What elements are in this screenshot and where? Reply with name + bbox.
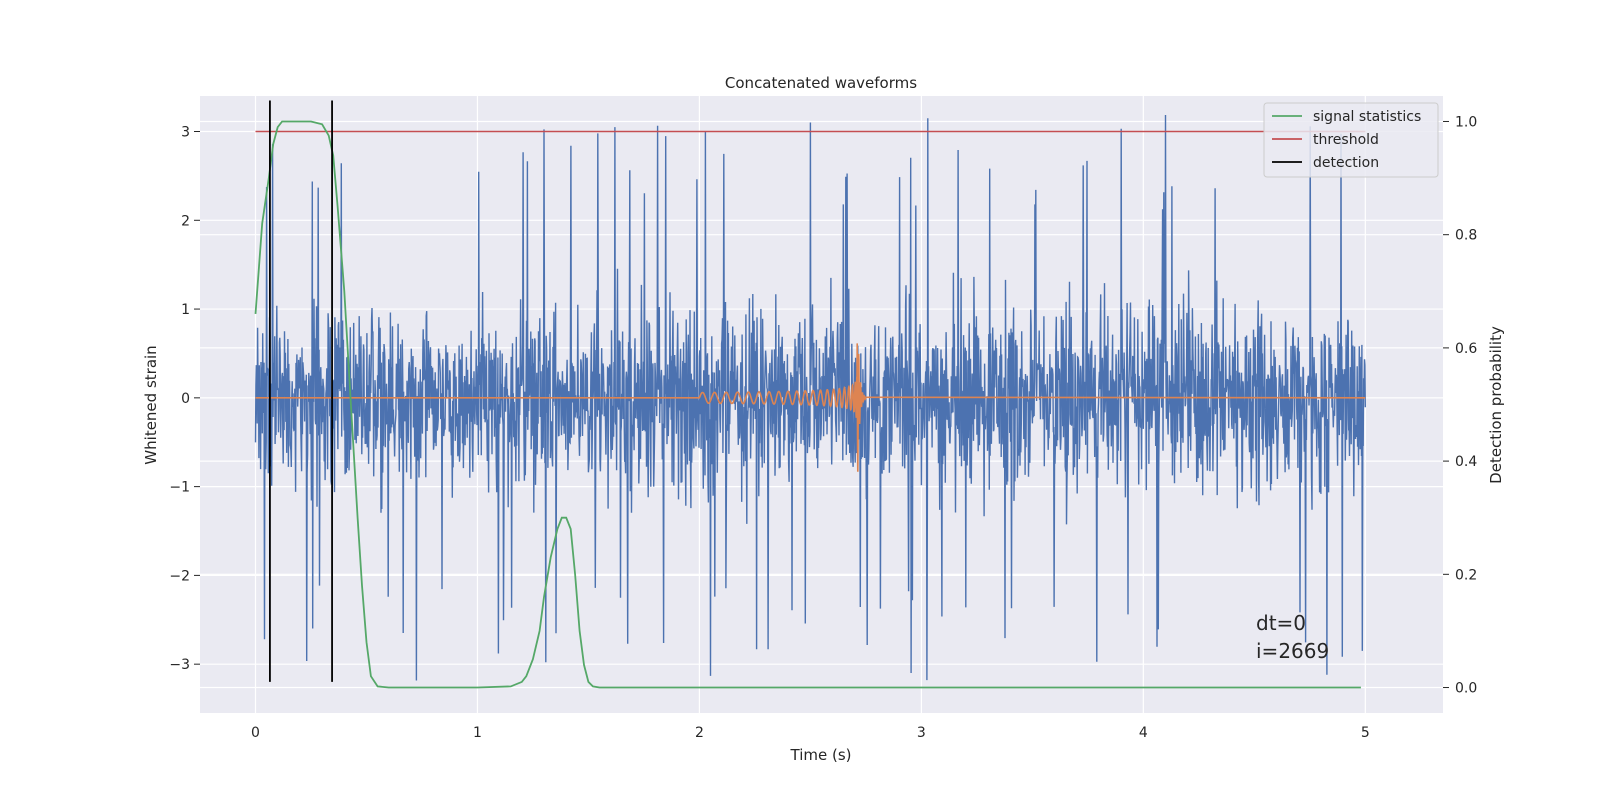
plot-area — [254, 100, 1366, 689]
x-tick-label: 4 — [1139, 725, 1148, 741]
y-tick-label: 0 — [181, 391, 190, 407]
x-tick-label: 2 — [695, 725, 704, 741]
y-tick-label: −2 — [169, 568, 190, 584]
right-y-tick-label: 0.4 — [1455, 454, 1477, 470]
y-tick-label: −3 — [169, 657, 190, 673]
legend: signal statistics threshold detection — [1263, 102, 1439, 178]
right-y-tick-label: 0.0 — [1455, 681, 1477, 697]
y-tick-label: −1 — [169, 480, 190, 496]
legend-label-signal-statistics: signal statistics — [1313, 109, 1421, 125]
right-y-tick-label: 0.6 — [1455, 341, 1477, 357]
legend-box — [1263, 102, 1439, 178]
x-axis-ticks: 0 1 2 3 4 5 — [251, 725, 1370, 741]
x-axis-label: Time (s) — [790, 746, 852, 764]
right-y-tick-label: 1.0 — [1455, 114, 1477, 130]
chirp-waveform-line — [255, 343, 1366, 472]
chart-title: Concatenated waveforms — [725, 74, 917, 92]
detection-lines — [269, 100, 333, 682]
legend-label-threshold: threshold — [1313, 132, 1379, 148]
noise-waveform-line — [254, 114, 1366, 681]
y-tick-label: 2 — [181, 213, 190, 229]
right-y-axis-label: Detection probability — [1487, 326, 1505, 484]
x-tick-label: 3 — [917, 725, 926, 741]
x-tick-label: 1 — [473, 725, 482, 741]
annotation-index: i=2669 — [1256, 639, 1329, 663]
annotation-box: dt=0 i=2669 — [1256, 611, 1329, 663]
left-y-axis-label: Whitened strain — [142, 345, 160, 464]
y-tick-label: 1 — [181, 302, 190, 318]
left-y-axis-ticks: −3 −2 −1 0 1 2 3 — [169, 125, 200, 673]
signal-statistics-line — [254, 120, 1361, 689]
right-y-tick-label: 0.8 — [1455, 228, 1477, 244]
legend-label-detection: detection — [1313, 155, 1379, 171]
right-y-tick-label: 0.2 — [1455, 567, 1477, 583]
annotation-dt: dt=0 — [1256, 611, 1306, 635]
x-tick-label: 0 — [251, 725, 260, 741]
x-tick-label: 5 — [1361, 725, 1370, 741]
right-y-axis-ticks: 0.0 0.2 0.4 0.6 0.8 1.0 — [1443, 114, 1477, 697]
y-tick-label: 3 — [181, 125, 190, 141]
